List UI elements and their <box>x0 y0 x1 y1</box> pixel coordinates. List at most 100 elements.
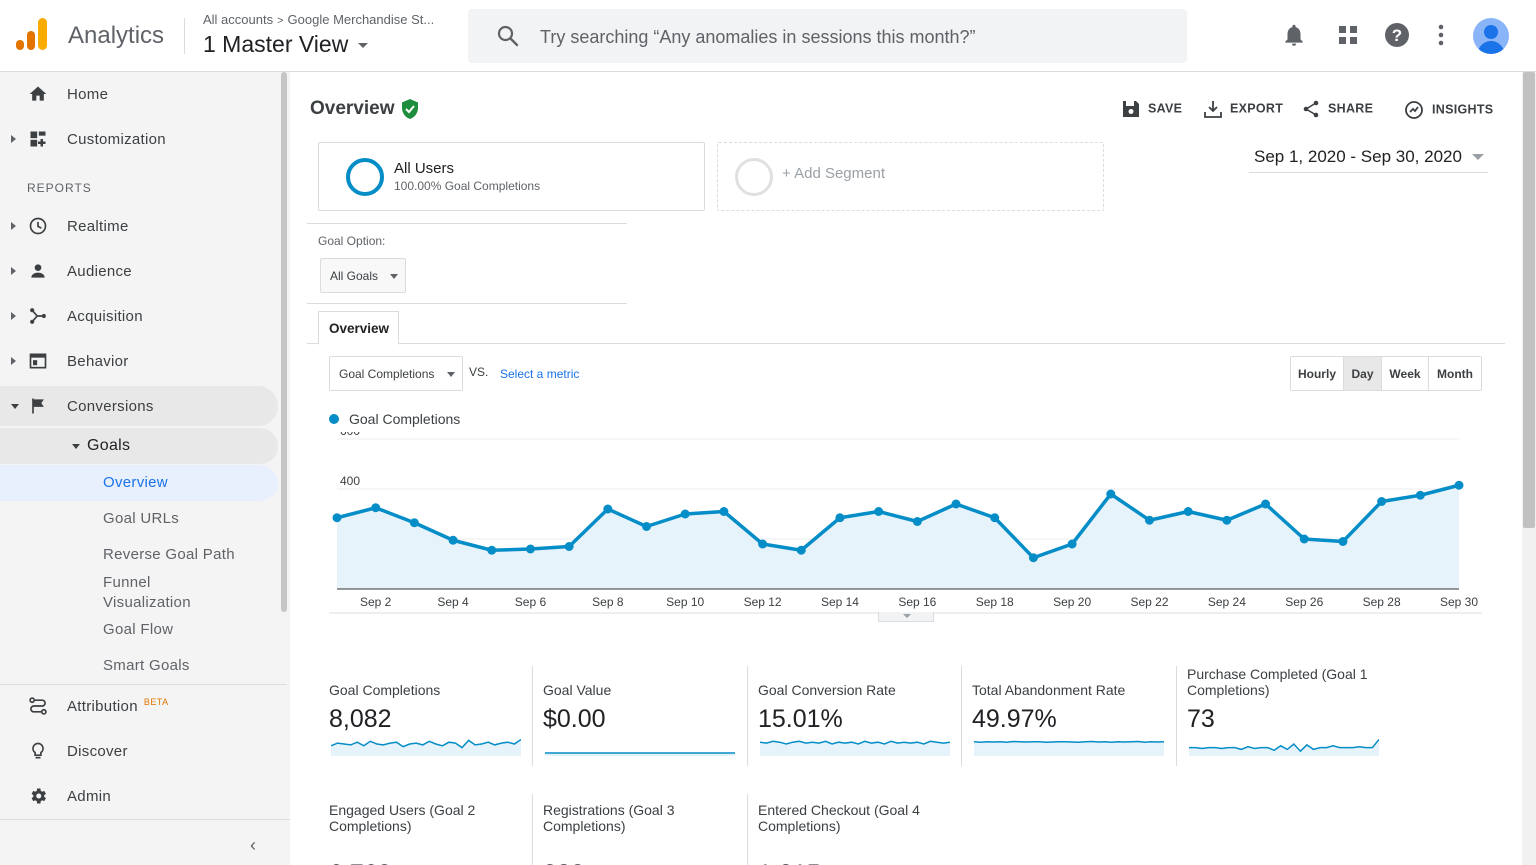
sidebar-item-home[interactable]: Home <box>0 74 278 114</box>
tab-label: Overview <box>329 321 390 336</box>
chart-expand-handle[interactable] <box>878 612 934 622</box>
breadcrumb-property[interactable]: Google Merchandise St... <box>287 12 435 27</box>
home-icon <box>29 86 47 101</box>
granularity-hourly[interactable]: Hourly <box>1291 357 1344 390</box>
add-segment-button[interactable]: + Add Segment <box>717 142 1104 211</box>
sidebar-item-discover[interactable]: Discover <box>0 731 278 771</box>
sparkline-line <box>331 738 521 749</box>
sidebar-item-goal-urls[interactable]: Goal URLs <box>0 502 278 536</box>
data-point <box>603 504 613 514</box>
date-range-label: Sep 1, 2020 - Sep 30, 2020 <box>1254 147 1462 166</box>
sparkline-line <box>1189 739 1379 753</box>
granularity-month[interactable]: Month <box>1429 357 1481 390</box>
search-input[interactable]: Try searching “Any anomalies in sessions… <box>540 27 976 47</box>
expand-arrow-icon[interactable] <box>11 135 16 143</box>
expand-arrow-icon[interactable] <box>11 312 16 320</box>
export-button[interactable]: EXPORT <box>1204 100 1283 118</box>
sidebar-item-label: Conversions <box>67 397 154 415</box>
x-tick-label: Sep 14 <box>821 595 859 609</box>
scorecard-label: Total Abandonment Rate <box>972 682 1126 698</box>
x-tick-label: Sep 20 <box>1053 595 1091 609</box>
data-point <box>1183 507 1193 516</box>
more-vert-icon[interactable] <box>1430 22 1456 48</box>
scorecard-value: 15.01% <box>758 705 843 733</box>
sidebar-item-label: Behavior <box>67 352 129 370</box>
collapse-arrow-icon[interactable] <box>72 443 80 449</box>
segment-all-users[interactable]: All Users 100.00% Goal Completions <box>318 142 705 211</box>
data-point <box>371 503 381 513</box>
sidebar-item-funnel-visualization[interactable]: Funnel Visualization <box>0 572 278 614</box>
breadcrumb-root[interactable]: All accounts <box>203 12 274 27</box>
tab-overview[interactable]: Overview <box>318 311 399 345</box>
expand-arrow-icon[interactable] <box>11 267 16 275</box>
page-scrollbar[interactable] <box>1522 72 1536 865</box>
view-selector[interactable]: 1 Master View <box>203 31 369 58</box>
sidebar-item-reverse-goal-path[interactable]: Reverse Goal Path <box>0 538 278 572</box>
select-metric-link[interactable]: Select a metric <box>500 367 580 381</box>
expand-arrow-icon[interactable] <box>11 222 16 230</box>
collapse-arrow-icon[interactable] <box>11 403 19 409</box>
sidebar-scrollbar[interactable] <box>281 72 287 612</box>
sidebar-item-realtime[interactable]: Realtime <box>0 206 278 246</box>
flag-icon <box>32 398 44 414</box>
reports-heading: REPORTS <box>27 181 92 195</box>
help-icon[interactable]: ? <box>1384 22 1410 48</box>
granularity-week[interactable]: Week <box>1382 357 1429 390</box>
goal-option-dropdown[interactable]: All Goals <box>320 258 406 293</box>
save-icon <box>1123 101 1139 117</box>
sidebar-item-conversions[interactable]: Conversions <box>0 386 278 426</box>
page-scrollbar-thumb[interactable] <box>1523 72 1535 528</box>
data-point <box>332 513 342 523</box>
share-button[interactable]: SHARE <box>1302 100 1373 118</box>
sidebar-item-goal-flow[interactable]: Goal Flow <box>0 613 278 647</box>
sidebar-item-admin[interactable]: Admin <box>0 776 278 816</box>
share-icon <box>1303 100 1319 118</box>
chevron-down-icon <box>1472 154 1484 160</box>
breadcrumb[interactable]: All accounts > Google Merchandise St... <box>203 12 434 27</box>
legend-marker <box>329 414 339 424</box>
sidebar-item-audience[interactable]: Audience <box>0 251 278 291</box>
avatar[interactable] <box>1473 18 1509 54</box>
save-button[interactable]: SAVE <box>1122 100 1182 118</box>
date-range-picker[interactable]: Sep 1, 2020 - Sep 30, 2020 <box>1249 146 1488 173</box>
verified-shield-icon <box>402 99 418 119</box>
x-tick-label: Sep 12 <box>744 595 782 609</box>
share-label: SHARE <box>1328 101 1374 116</box>
chevron-down-icon <box>903 614 911 618</box>
save-label: SAVE <box>1148 101 1183 116</box>
data-point <box>912 517 922 526</box>
sidebar-item-goals[interactable]: Goals <box>0 428 278 464</box>
bell-icon[interactable] <box>1281 22 1307 48</box>
clock-icon <box>29 217 47 235</box>
sidebar-item-behavior[interactable]: Behavior <box>0 341 278 381</box>
person-icon <box>31 264 45 278</box>
sidebar-item-attribution[interactable]: Attribution BETA <box>0 686 278 726</box>
apps-icon[interactable] <box>1335 22 1361 48</box>
attribution-label: Attribution <box>67 698 138 715</box>
metric-value: Goal Completions <box>339 367 435 381</box>
y-tick-label: 600 <box>340 432 360 438</box>
search-bar[interactable]: Try searching “Any anomalies in sessions… <box>468 9 1187 63</box>
view-name: 1 Master View <box>203 31 349 57</box>
granularity-day[interactable]: Day <box>1344 357 1382 390</box>
acquisition-icon <box>30 308 46 324</box>
sidebar-item-acquisition[interactable]: Acquisition <box>0 296 278 336</box>
sidebar-item-customization[interactable]: Customization <box>0 119 278 159</box>
sparkline-line <box>974 740 1164 743</box>
goal-option-label: Goal Option: <box>318 234 386 248</box>
expand-arrow-icon[interactable] <box>11 357 16 365</box>
insights-button[interactable]: INSIGHTS <box>1404 100 1493 120</box>
data-point <box>1377 497 1387 506</box>
sidebar-item-smart-goals[interactable]: Smart Goals <box>0 649 278 683</box>
data-point <box>1415 490 1425 500</box>
metric-dropdown[interactable]: Goal Completions <box>329 356 463 391</box>
collapse-sidebar-button[interactable]: ‹ <box>250 835 256 855</box>
scorecard-sparkline <box>974 740 1164 756</box>
analytics-logo[interactable] <box>16 18 48 52</box>
sidebar-item-label: Customization <box>67 130 166 148</box>
divider <box>307 223 627 224</box>
sidebar-item-goal-overview[interactable]: Overview <box>0 465 278 501</box>
chart-legend: Goal Completions <box>329 411 460 427</box>
attribution-icon <box>29 697 47 715</box>
